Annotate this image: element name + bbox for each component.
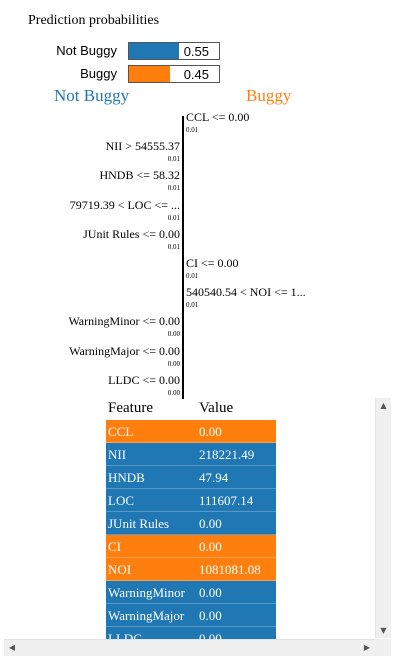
cell-feature: NII — [108, 447, 127, 462]
feature-label: CCL <= 0.00 — [186, 110, 250, 124]
cell-value: 111607.14 — [199, 493, 254, 508]
header-value: Value — [199, 400, 234, 416]
prob-value-buggy: 0.45 — [183, 67, 209, 82]
scrollbar-corner — [375, 639, 391, 656]
header-feature: Feature — [108, 400, 153, 416]
triangle-up-icon[interactable]: ▲ — [380, 401, 387, 410]
feature-label: NII > 54555.37 — [105, 139, 180, 154]
horizontal-scrollbar[interactable]: ◀ ▶ — [4, 639, 375, 656]
cell-feature: WarningMajor — [108, 608, 185, 623]
table-row: WarningMinor 0.00 — [106, 581, 276, 604]
cell-feature: HNDB — [108, 470, 145, 485]
table-header: Feature Value — [106, 398, 276, 420]
feature-weight: 0.00 — [167, 330, 180, 339]
cell-feature: JUnit Rules — [108, 516, 170, 531]
cell-feature: CCL — [108, 424, 134, 439]
feature-weight: 0.01 — [167, 155, 180, 164]
cell-value: 47.94 — [199, 470, 229, 485]
feature-label: HNDB <= 58.32 — [99, 168, 180, 183]
prob-value-not-buggy: 0.55 — [183, 44, 209, 59]
cell-feature: WarningMinor — [108, 585, 185, 600]
cell-value: 218221.49 — [199, 447, 255, 462]
cell-feature: NOI — [108, 562, 132, 577]
feature-weight: 0.01 — [167, 242, 180, 251]
feature-weight: 0.01 — [186, 301, 199, 310]
feature-label: JUnit Rules <= 0.00 — [83, 226, 180, 241]
prob-bar-buggy: 0.45 — [128, 65, 220, 83]
table-row: HNDB 47.94 — [106, 466, 276, 489]
prob-bar-fill-not-buggy — [129, 43, 179, 59]
feature-weight: 0.00 — [167, 388, 180, 397]
feature-weight: 0.01 — [167, 213, 180, 222]
table-row: CCL 0.00 — [106, 420, 276, 443]
table-row: LOC 111607.14 — [106, 489, 276, 512]
prob-label-buggy: Buggy — [80, 66, 117, 81]
feature-weight: 0.00 — [167, 359, 180, 368]
cell-value: 0.00 — [199, 539, 222, 554]
cell-value: 1081081.08 — [199, 562, 261, 577]
cell-feature: LOC — [108, 493, 134, 508]
triangle-left-icon[interactable]: ◀ — [8, 643, 16, 652]
feature-label: LLDC <= 0.00 — [108, 372, 180, 387]
triangle-right-icon[interactable]: ▶ — [363, 643, 371, 652]
prob-bar-fill-buggy — [129, 66, 170, 82]
table-row: WarningMajor 0.00 — [106, 604, 276, 627]
cell-value: 0.00 — [199, 608, 222, 623]
cell-feature: CI — [108, 539, 121, 554]
triangle-down-icon[interactable]: ▼ — [380, 626, 387, 635]
prediction-probabilities-title: Prediction probabilities — [28, 13, 160, 28]
table-row: NII 218221.49 — [106, 443, 276, 466]
cell-value: 0.00 — [199, 585, 222, 600]
cell-value: 0.00 — [199, 424, 222, 439]
feature-label: 79719.39 < LOC <= ... — [69, 197, 180, 212]
table-body: CCL 0.00 NII 218221.49 HNDB 47.94 LOC 111607.14… — [106, 420, 276, 650]
cell-value: 0.00 — [199, 516, 222, 531]
feature-weight: 0.01 — [167, 184, 180, 193]
table-row: NOI 1081081.08 — [106, 558, 276, 581]
table-row: CI 0.00 — [106, 535, 276, 558]
vertical-scrollbar[interactable]: ▲ ▼ — [375, 398, 391, 638]
feature-label: WarningMinor <= 0.00 — [68, 314, 180, 329]
negative-class-label: Not Buggy — [54, 86, 130, 105]
feature-weight: 0.01 — [186, 126, 199, 134]
table-row: JUnit Rules 0.00 — [106, 512, 276, 535]
feature-value-table: Feature Value CCL 0.00 NII 218221.49 HNDB 47.… — [106, 398, 276, 650]
explanation-axis — [182, 116, 184, 399]
feature-label: CI <= 0.00 — [186, 256, 239, 270]
feature-label: 540540.54 < NOI <= 1... — [186, 285, 306, 300]
feature-label: WarningMajor <= 0.00 — [69, 343, 180, 358]
positive-class-label: Buggy — [246, 86, 292, 105]
feature-weight: 0.01 — [186, 272, 199, 280]
prob-label-not-buggy: Not Buggy — [56, 43, 117, 58]
prob-bar-not-buggy: 0.55 — [128, 42, 220, 60]
